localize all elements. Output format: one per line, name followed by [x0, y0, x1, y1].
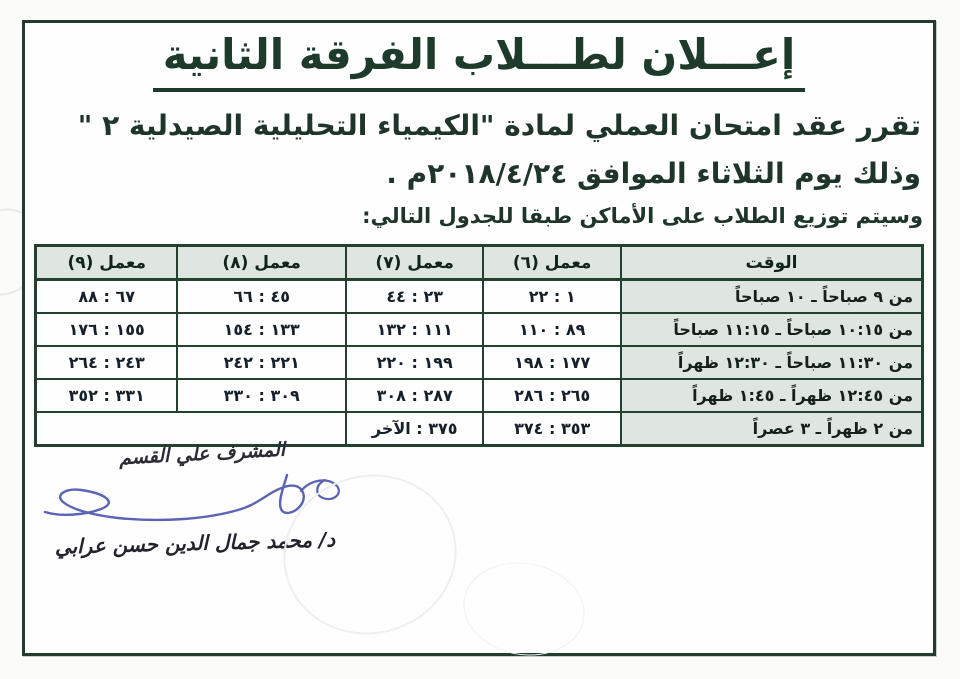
signature-block: المشرف علي القسم د/ محمد جمال الدين حسن …	[37, 439, 377, 573]
student-range-cell: ٢٢١ : ٢٤٢	[176, 345, 347, 381]
student-range-cell: ٣٥٣ : ٣٧٤	[482, 411, 622, 447]
student-range-cell: ١١١ : ١٣٢	[344, 312, 485, 348]
page-title: إعـــلان لطـــلاب الفرقة الثانية	[152, 29, 806, 92]
lab-distribution-table: الوقت معمل (٦) معمل (٧) معمل (٨) معمل (٩) من…	[34, 244, 924, 448]
student-range-cell: ٢٦٥ : ٢٨٦	[482, 378, 622, 414]
column-header-lab: معمل (٧)	[344, 244, 485, 282]
time-cell: من ١١:٣٠ صباحاً ـ ١٢:٣٠ ظهراً	[619, 345, 924, 381]
table-row: من ١٠:١٥ صباحاً ـ ١١:١٥ صباحاً ٨٩ : ١١٠ ١١…	[34, 312, 924, 348]
student-range-cell: ٣٧٥ : الآخر	[344, 411, 485, 447]
time-cell: من ٩ صباحاً ـ ١٠ صباحاً	[619, 278, 924, 315]
table-header-row: الوقت معمل (٦) معمل (٧) معمل (٨) معمل (٩)	[34, 244, 924, 282]
announcement-line-3: وسيتم توزيع الطلاب على الأماكن طبقا للجد…	[362, 204, 923, 229]
table-row: من ١٢:٤٥ ظهراً ـ ١:٤٥ ظهراً ٢٦٥ : ٢٨٦ ٢٨٧ …	[34, 378, 924, 414]
title-wrap: إعـــلان لطـــلاب الفرقة الثانية	[25, 29, 933, 92]
time-cell: من ١٢:٤٥ ظهراً ـ ١:٤٥ ظهراً	[619, 378, 924, 414]
student-range-cell: ٢٨٧ : ٣٠٨	[344, 378, 485, 414]
table-row: من ٩ صباحاً ـ ١٠ صباحاً ١ : ٢٢ ٢٣ : ٤٤ ٤٥ :…	[34, 278, 924, 315]
student-range-cell: ١٥٥ : ١٧٦	[34, 312, 179, 348]
table-row: من ١١:٣٠ صباحاً ـ ١٢:٣٠ ظهراً ١٧٧ : ١٩٨ ١٩…	[34, 345, 924, 381]
student-range-cell: ٣٣١ : ٣٥٢	[34, 378, 179, 414]
table-body: من ٩ صباحاً ـ ١٠ صباحاً ١ : ٢٢ ٢٣ : ٤٤ ٤٥ :…	[34, 278, 924, 447]
handwritten-signature	[43, 473, 340, 522]
announcement-line-2: وذلك يوم الثلاثاء الموافق ٢٠١٨/٤/٢٤م .	[386, 156, 921, 190]
table-row: من ٢ ظهراً ـ ٣ عصراً ٣٥٣ : ٣٧٤ ٣٧٥ : الآخر	[34, 411, 924, 447]
document-border-frame: إعـــلان لطـــلاب الفرقة الثانية تقرر عق…	[22, 20, 936, 665]
column-header-lab: معمل (٦)	[482, 244, 622, 282]
column-header-lab: معمل (٨)	[176, 244, 347, 282]
student-range-cell: ١٣٣ : ١٥٤	[176, 312, 347, 348]
student-range-cell: ٣٠٩ : ٣٣٠	[176, 378, 347, 414]
column-header-lab: معمل (٩)	[34, 244, 179, 282]
time-cell: من ١٠:١٥ صباحاً ـ ١١:١٥ صباحاً	[619, 312, 924, 348]
announcement-line-1: تقرر عقد امتحان العملي لمادة "الكيمياء ا…	[77, 108, 922, 142]
student-range-cell: ٨٩ : ١١٠	[482, 312, 622, 348]
scan-artifact-mark	[455, 553, 593, 665]
student-range-cell: ١٩٩ : ٢٢٠	[344, 345, 485, 381]
student-range-cell: ٦٧ : ٨٨	[34, 278, 179, 315]
student-range-cell	[34, 411, 347, 447]
student-range-cell: ٤٥ : ٦٦	[176, 278, 347, 315]
time-cell: من ٢ ظهراً ـ ٣ عصراً	[619, 411, 924, 447]
student-range-cell: ٢٣ : ٤٤	[344, 278, 485, 315]
student-range-cell: ٢٤٣ : ٢٦٤	[34, 345, 179, 381]
student-range-cell: ١٧٧ : ١٩٨	[482, 345, 622, 381]
column-header-time: الوقت	[619, 244, 924, 282]
student-range-cell: ١ : ٢٢	[482, 278, 622, 315]
supervisor-name: د/ محمد جمال الدين حسن عرابي	[54, 527, 336, 559]
